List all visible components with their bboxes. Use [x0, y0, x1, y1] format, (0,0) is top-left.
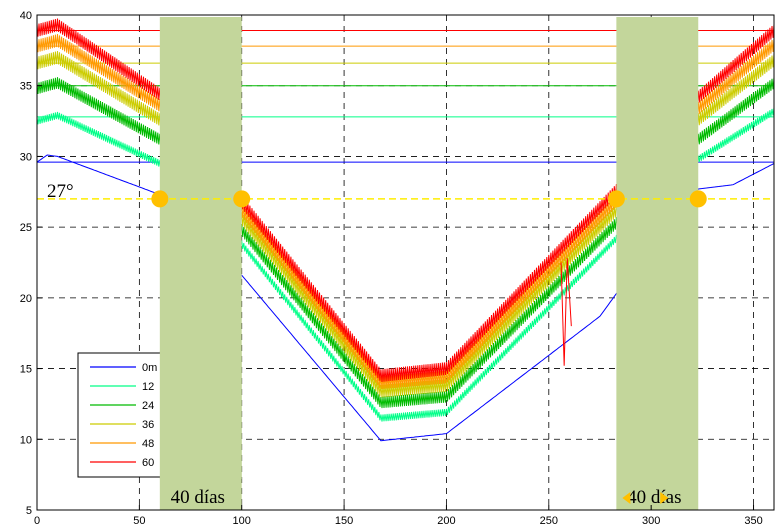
x-tick-label: 150	[335, 515, 353, 527]
marker-point	[233, 190, 251, 208]
y-tick-label: 20	[20, 293, 32, 305]
band-arrow-right	[660, 492, 669, 504]
marker-point	[607, 190, 625, 208]
markers	[151, 190, 707, 208]
marker-point	[689, 190, 707, 208]
legend-entry: 48	[142, 438, 154, 450]
x-tick-label: 100	[233, 515, 251, 527]
band-rect	[616, 17, 699, 510]
marker-point	[151, 190, 169, 208]
y-tick-label: 5	[26, 505, 32, 517]
x-tick-label: 250	[540, 515, 558, 527]
y-tick-label: 10	[20, 434, 32, 446]
plot-frame	[36, 14, 775, 511]
x-tick-label: 0	[34, 515, 40, 527]
y-tick-label: 35	[20, 81, 32, 93]
series-spike	[560, 258, 572, 366]
chart-text-labels: 40 días 40 días 27°	[47, 181, 681, 508]
reference-line-label: 27°	[47, 181, 74, 202]
band-label: 40 días	[171, 487, 225, 508]
legend: 0m 12 24 36 48 60	[77, 351, 242, 479]
x-tick-label: 300	[642, 515, 660, 527]
x-tick-label: 50	[133, 515, 145, 527]
legend-entry: 12	[142, 381, 154, 393]
band-arrow-left	[622, 492, 631, 504]
y-tick-label: 30	[20, 151, 32, 163]
x-tick-label: 350	[744, 515, 762, 527]
legend-entry: 60	[142, 457, 154, 469]
band-label: 40 días	[627, 487, 681, 508]
y-tick-label: 40	[20, 10, 32, 22]
legend-entry: 0m	[142, 362, 157, 374]
legend-entry: 24	[142, 400, 154, 412]
band-overlay	[159, 351, 242, 479]
y-tick-label: 25	[20, 222, 32, 234]
x-tick-label: 200	[437, 515, 455, 527]
legend-entry: 36	[142, 419, 154, 431]
y-tick-label: 15	[20, 364, 32, 376]
axis-ticks: 0 50 100 150 200 250 300 350 5 10 15 20 25 30 35 40	[20, 10, 763, 527]
